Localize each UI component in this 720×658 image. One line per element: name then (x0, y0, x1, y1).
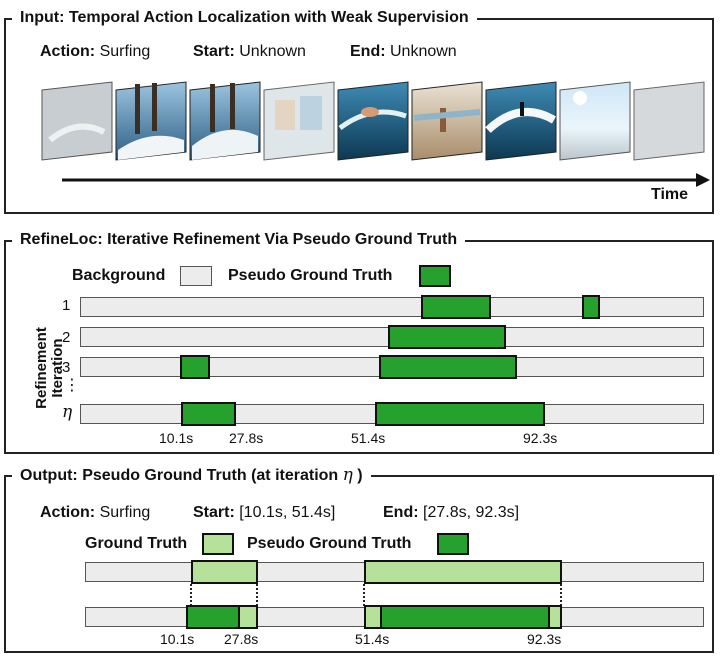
input-start: Start: Unknown (193, 43, 306, 60)
tick-10-1s: 10.1s (159, 430, 194, 446)
frame-beach-surfer (411, 81, 483, 161)
iteration-3-segment (180, 355, 210, 379)
legend-background-label: Background (72, 267, 166, 284)
output-tick-92-3s: 92.3s (527, 631, 562, 647)
legend-gt-swatch (202, 533, 234, 555)
frame-street (263, 81, 335, 161)
row-3-number: 3 (62, 359, 71, 376)
row-1-number: 1 (62, 297, 71, 314)
connector-line (256, 584, 258, 606)
iteration-1-segment (582, 295, 600, 319)
row-eta-number: η (62, 402, 73, 422)
ground-truth-segment (364, 560, 562, 584)
output-tick-10-1s: 10.1s (160, 631, 195, 647)
tick-27-8s: 27.8s (229, 430, 264, 446)
time-arrowhead (696, 173, 710, 187)
connector-line (363, 584, 365, 606)
ground-truth-segment (191, 560, 258, 584)
connector-line (560, 584, 562, 606)
tick-51-4s: 51.4s (351, 430, 386, 446)
legend-pgt-label: Pseudo Ground Truth (228, 267, 393, 284)
refineloc-panel-title: RefineLoc: Iterative Refinement Via Pseu… (12, 231, 466, 249)
iteration-3-segment (379, 355, 517, 379)
iteration-1-segment (421, 295, 491, 319)
comparison-pgt-segment (186, 605, 240, 629)
output-action: Action: Surfing (40, 504, 151, 521)
legend-pgt-swatch (419, 265, 451, 287)
legend-gt-label: Ground Truth (85, 535, 188, 552)
frame-wave-rider (337, 81, 409, 161)
iteration-eta-segment (181, 402, 236, 426)
tick-92-3s: 92.3s (523, 430, 558, 446)
input-end: End: Unknown (350, 43, 457, 60)
frame-wave-surfer (485, 81, 557, 161)
video-frames (41, 81, 710, 187)
output-tick-51-4s: 51.4s (355, 631, 390, 647)
legend-background-swatch (180, 266, 212, 286)
legend-pgt-label-output: Pseudo Ground Truth (247, 535, 412, 552)
iteration-1-bar (80, 297, 704, 317)
time-label: Time (651, 186, 689, 203)
connector-line (190, 584, 192, 606)
input-panel-title: Input: Temporal Action Localization with… (12, 9, 477, 27)
frame-sunny-beach (559, 81, 631, 161)
legend-pgt-swatch-output (437, 533, 469, 555)
iteration-2-segment (388, 325, 506, 349)
row-ellipsis: ⋮ (64, 377, 80, 394)
row-2-number: 2 (62, 329, 71, 346)
input-action: Action: Surfing (40, 43, 151, 60)
output-panel-title: Output: Pseudo Ground Truth (at iteratio… (12, 466, 371, 485)
output-end: End: [27.8s, 92.3s] (383, 504, 520, 521)
output-start: Start: [10.1s, 51.4s] (193, 504, 336, 521)
frame-faded (633, 81, 705, 161)
comparison-pgt-segment (380, 605, 550, 629)
frame-bridge (41, 81, 113, 161)
iteration-eta-segment (375, 402, 545, 426)
output-tick-27-8s: 27.8s (224, 631, 259, 647)
